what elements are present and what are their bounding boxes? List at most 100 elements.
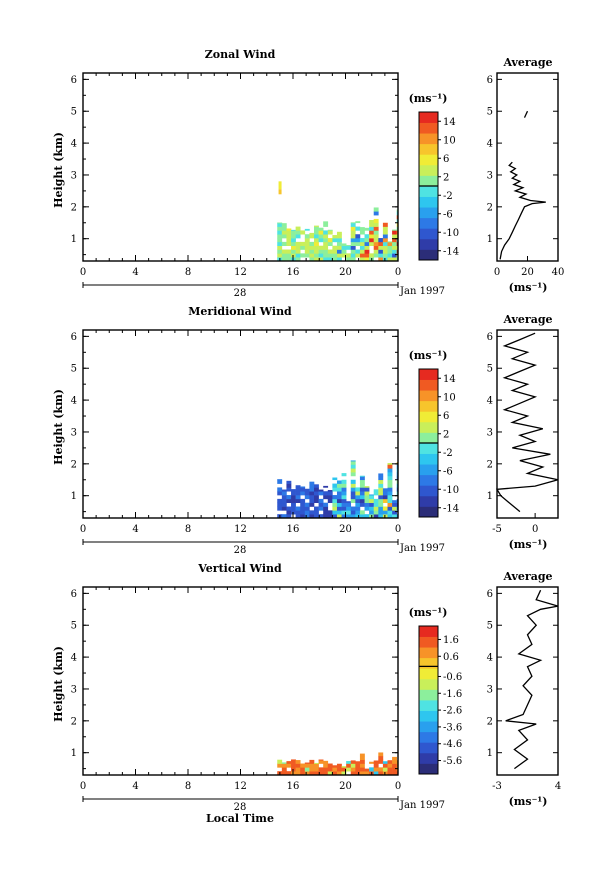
heatmap-cell: [382, 226, 388, 231]
heatmap-cell: [332, 767, 338, 772]
date-label: Jan 1997: [399, 286, 445, 297]
heatmap-cell: [314, 506, 319, 511]
heatmap-cell: [327, 253, 333, 258]
x-tick-label: 8: [185, 267, 191, 278]
average-y-tick-label: 3: [487, 170, 493, 181]
colorbar-swatch: [419, 657, 438, 669]
heatmap-cell: [295, 249, 301, 254]
heatmap-cell: [295, 495, 301, 500]
colorbar-swatch: [419, 133, 438, 145]
heatmap-cell: [373, 226, 379, 231]
heatmap-cell: [346, 257, 352, 262]
y-tick-label: 2: [71, 202, 77, 213]
heatmap-cell: [277, 759, 283, 764]
average-profile-line: [523, 110, 529, 118]
colorbar-unit: (ms⁻¹): [409, 606, 448, 619]
heatmap-cell: [281, 230, 287, 235]
colorbar-tick-label: -10: [443, 485, 459, 496]
heatmap-cell: [323, 485, 329, 488]
heatmap-cell: [387, 257, 393, 262]
heatmap-cell: [355, 510, 361, 515]
colorbar-tick-label: 1.6: [443, 635, 459, 646]
heatmap-cell: [336, 238, 342, 243]
heatmap-cell: [314, 514, 319, 519]
heatmap-cell: [341, 249, 347, 254]
heatmap-cell: [309, 495, 315, 500]
heatmap-cell: [350, 510, 356, 515]
heatmap-cell: [281, 771, 287, 776]
heatmap-cell: [300, 241, 306, 247]
average-y-tick-label: 2: [487, 459, 493, 470]
heatmap-cell: [387, 767, 393, 772]
average-x-tick-label: -3: [492, 781, 502, 792]
heatmap-cell: [382, 222, 388, 227]
panel-vertical: Vertical Wind Height (km) Jan 1997 28 Lo…: [52, 562, 561, 825]
heatmap-cell: [332, 771, 338, 776]
day-label: 28: [234, 545, 247, 556]
average-y-tick-label: 5: [487, 364, 493, 375]
heatmap-cell: [341, 766, 347, 768]
heatmap-cell: [382, 238, 388, 243]
heatmap-cell: [286, 257, 292, 262]
colorbar-frame: [418, 625, 439, 775]
heatmap-cell: [364, 241, 370, 247]
heatmap-cell: [286, 234, 292, 239]
heatmap-cell: [382, 761, 388, 764]
heatmap-cell: [277, 245, 283, 250]
heatmap-cell: [323, 502, 329, 507]
heatmap-cell: [309, 491, 315, 496]
heatmap-cell: [364, 771, 370, 776]
heatmap-cell: [359, 759, 365, 764]
heatmap-cell: [378, 245, 384, 250]
heatmap-cell: [304, 514, 310, 519]
heatmap-cell: [364, 514, 370, 519]
heatmap-cell: [378, 491, 384, 496]
heatmap-cell: [314, 510, 319, 515]
heatmap-cell: [281, 498, 287, 504]
y-tick-label: 6: [71, 589, 77, 600]
heatmap-cell: [314, 230, 319, 235]
y-tick-label: 3: [71, 427, 77, 438]
colorbar-swatch: [419, 668, 438, 680]
heatmap-cell: [355, 234, 361, 239]
colorbar-tick-label: -3.6: [443, 722, 462, 733]
heatmap-cell: [355, 763, 361, 768]
heatmap-cell: [364, 502, 370, 507]
y-axis-label: Height (km): [52, 646, 65, 722]
heatmap-cell: [318, 249, 324, 254]
heatmap-cell: [314, 763, 319, 768]
heatmap-cell: [336, 480, 342, 484]
y-tick-label: 5: [71, 107, 77, 118]
heatmap-cell: [304, 491, 310, 496]
colorbar-swatch: [419, 228, 438, 240]
colorbar-swatch: [419, 390, 438, 402]
heatmap-cell: [281, 249, 287, 254]
heatmap-cell: [378, 767, 384, 772]
heatmap-cell: [392, 759, 397, 764]
average-y-tick-label: 3: [487, 427, 493, 438]
heatmap-cell: [286, 763, 292, 768]
heatmap-cell: [359, 227, 365, 231]
heatmap-cell: [295, 230, 301, 235]
heatmap-cell: [327, 249, 333, 254]
heatmap-cell: [277, 230, 283, 235]
heatmap-cell: [323, 763, 329, 768]
average-profile-line: [499, 161, 546, 260]
heatmap-cell: [281, 514, 287, 519]
heatmap-cell: [314, 234, 319, 239]
colorbar-swatch: [419, 164, 438, 176]
heatmap-cell: [327, 230, 333, 235]
heatmap-cell: [378, 241, 384, 247]
heatmap-cell: [318, 502, 324, 507]
heatmap-cell: [300, 771, 306, 776]
heatmap-cell: [387, 502, 393, 507]
heatmap-cell: [277, 234, 283, 239]
heatmap-cell: [327, 229, 333, 231]
heatmap-cell: [304, 762, 310, 764]
heatmap-cell: [309, 241, 315, 247]
heatmap-cell: [277, 498, 283, 504]
heatmap-cell: [327, 495, 333, 500]
heatmap-cell: [387, 483, 393, 488]
heatmap-cell: [327, 510, 333, 515]
heatmap-cell: [300, 506, 306, 511]
